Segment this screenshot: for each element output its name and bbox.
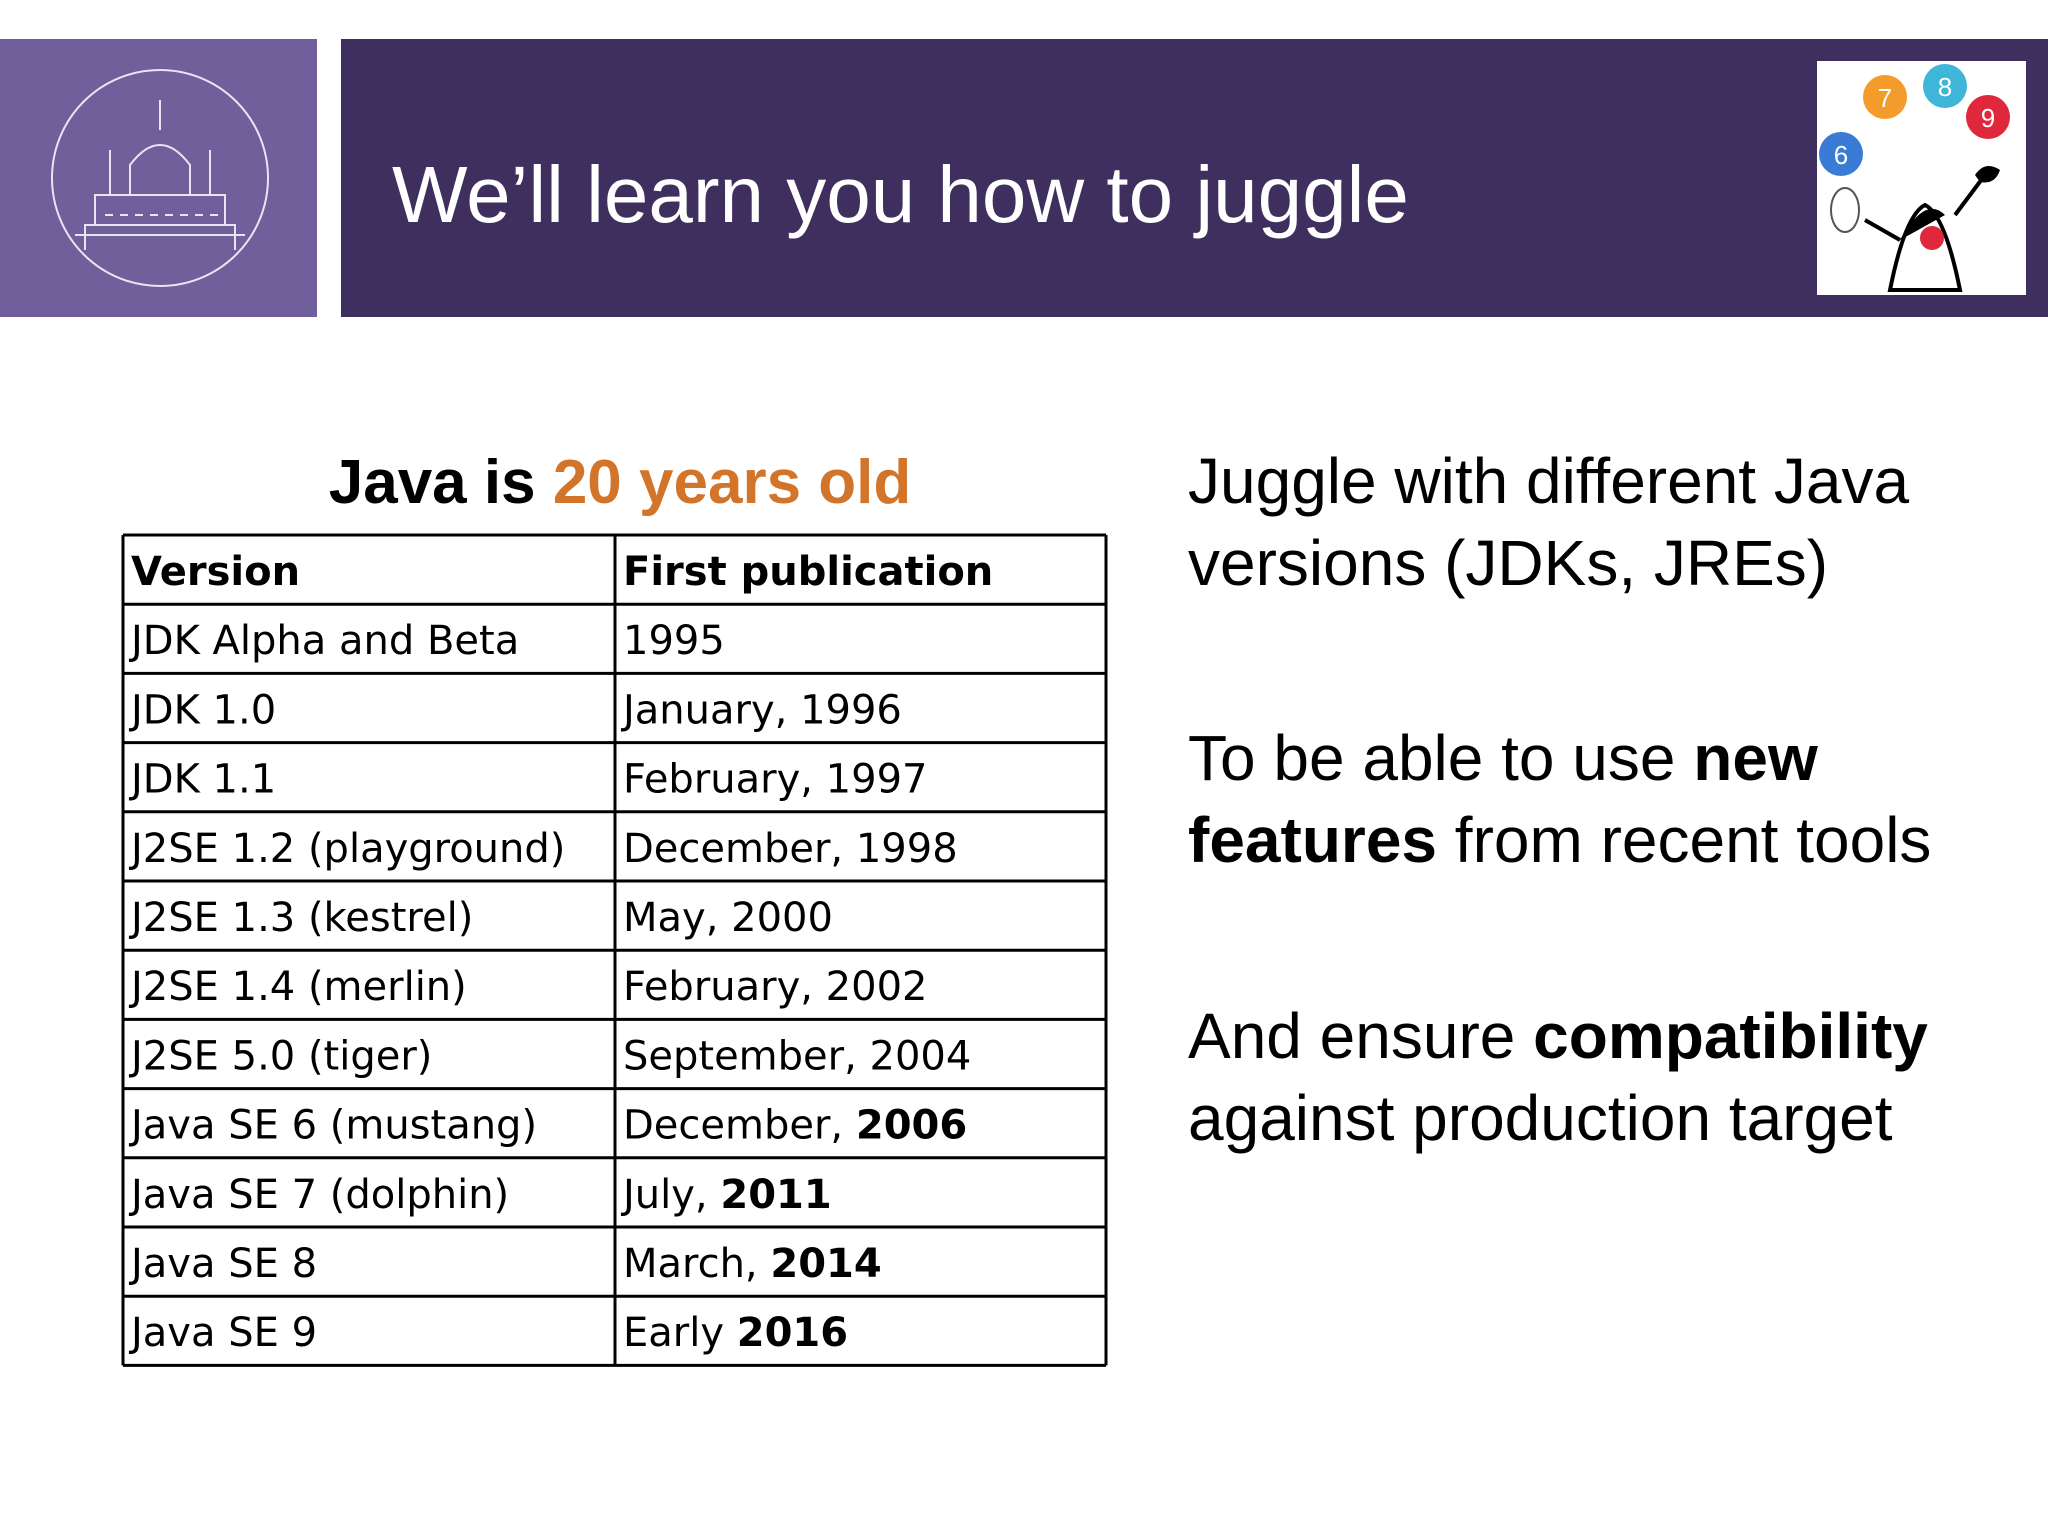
- publication-part: March,: [623, 1241, 770, 1287]
- publication-part: 2016: [737, 1310, 848, 1356]
- publication-part: 2014: [770, 1241, 881, 1287]
- ball: [1923, 64, 1967, 108]
- bullet-part: To be able to use: [1188, 722, 1693, 794]
- publication-cell: February, 2002: [623, 964, 927, 1010]
- building-logo: [51, 69, 269, 287]
- bullet-line: And ensure compatibility: [1188, 1000, 1928, 1072]
- table-caption: Java is 20 years old: [329, 448, 912, 517]
- publication-cell: December, 2006: [623, 1103, 967, 1149]
- version-cell: J2SE 1.2 (playground): [128, 826, 565, 872]
- publication-part: May, 2000: [623, 895, 833, 941]
- bullet-line: Juggle with different Java: [1188, 445, 1909, 517]
- publication-cell: February, 1997: [623, 757, 927, 803]
- ball: [1819, 132, 1863, 176]
- logo-box: [0, 39, 317, 317]
- ball-number: 7: [1878, 83, 1892, 113]
- version-cell: JDK 1.1: [128, 757, 276, 803]
- bullet-part: versions (JDKs, JREs): [1188, 527, 1828, 599]
- version-cell: J2SE 1.3 (kestrel): [128, 895, 473, 941]
- publication-cell: Early 2016: [623, 1310, 848, 1356]
- bullet-part: And ensure: [1188, 1000, 1533, 1072]
- publication-part: December, 1998: [623, 826, 958, 872]
- publication-cell: July, 2011: [620, 1172, 832, 1218]
- bullet-part: against production target: [1188, 1082, 1893, 1154]
- ball-number: 8: [1938, 72, 1952, 102]
- version-cell: Java SE 8: [128, 1241, 317, 1287]
- publication-part: 1995: [623, 618, 725, 664]
- bullet-part: new: [1693, 722, 1818, 794]
- publication-part: February, 1997: [623, 757, 927, 803]
- title-band: [341, 39, 2048, 317]
- juggling-balls: 67 89: [1819, 64, 2010, 176]
- bullet-list: Juggle with different Java versions (JDKs…: [1188, 445, 1931, 1154]
- version-cell: J2SE 1.4 (merlin): [128, 964, 467, 1010]
- publication-part: December,: [623, 1103, 856, 1149]
- caption-part: Java is: [329, 448, 553, 517]
- publication-part: July,: [620, 1172, 720, 1218]
- publication-part: Early: [623, 1310, 737, 1356]
- column-header: Version: [131, 549, 300, 595]
- publication-cell: December, 1998: [623, 826, 958, 872]
- version-cell: JDK 1.0: [128, 687, 276, 733]
- publication-cell: January, 1996: [620, 687, 902, 733]
- juggler: [1830, 166, 2000, 292]
- caption-part: 20 years old: [553, 448, 911, 517]
- version-cell: J2SE 5.0 (tiger): [128, 1033, 432, 1079]
- publication-part: 2011: [720, 1172, 831, 1218]
- slide-title: We’ll learn you how to juggle: [392, 150, 1409, 239]
- ball: [1966, 95, 2010, 139]
- publication-part: September, 2004: [623, 1033, 971, 1079]
- column-header: First publication: [623, 549, 993, 595]
- bullet-part: Juggle with different Java: [1188, 445, 1909, 517]
- version-cell: JDK Alpha and Beta: [128, 618, 519, 664]
- bullet-part: from recent tools: [1437, 804, 1931, 876]
- ball-number: 9: [1981, 103, 1995, 133]
- publication-part: January, 1996: [620, 687, 902, 733]
- version-cell: Java SE 6 (mustang): [128, 1103, 537, 1149]
- bullet-part: compatibility: [1533, 1000, 1928, 1072]
- ball: [1863, 75, 1907, 119]
- version-table: Version First publication JDK Alpha and Be…: [121, 533, 1108, 1367]
- bullet-line: versions (JDKs, JREs): [1188, 527, 1828, 599]
- ball-number: 6: [1834, 140, 1848, 170]
- publication-part: 2006: [856, 1103, 967, 1149]
- bullet-line: against production target: [1188, 1082, 1893, 1154]
- publication-cell: September, 2004: [623, 1033, 971, 1079]
- publication-cell: March, 2014: [623, 1241, 882, 1287]
- version-cell: Java SE 7 (dolphin): [128, 1172, 509, 1218]
- version-cell: Java SE 9: [128, 1310, 317, 1356]
- publication-cell: 1995: [623, 618, 725, 664]
- bullet-line: To be able to use new: [1188, 722, 1818, 794]
- publication-part: February, 2002: [623, 964, 927, 1010]
- bullet-line: features from recent tools: [1188, 804, 1931, 876]
- publication-cell: May, 2000: [623, 895, 833, 941]
- bullet-part: features: [1188, 804, 1437, 876]
